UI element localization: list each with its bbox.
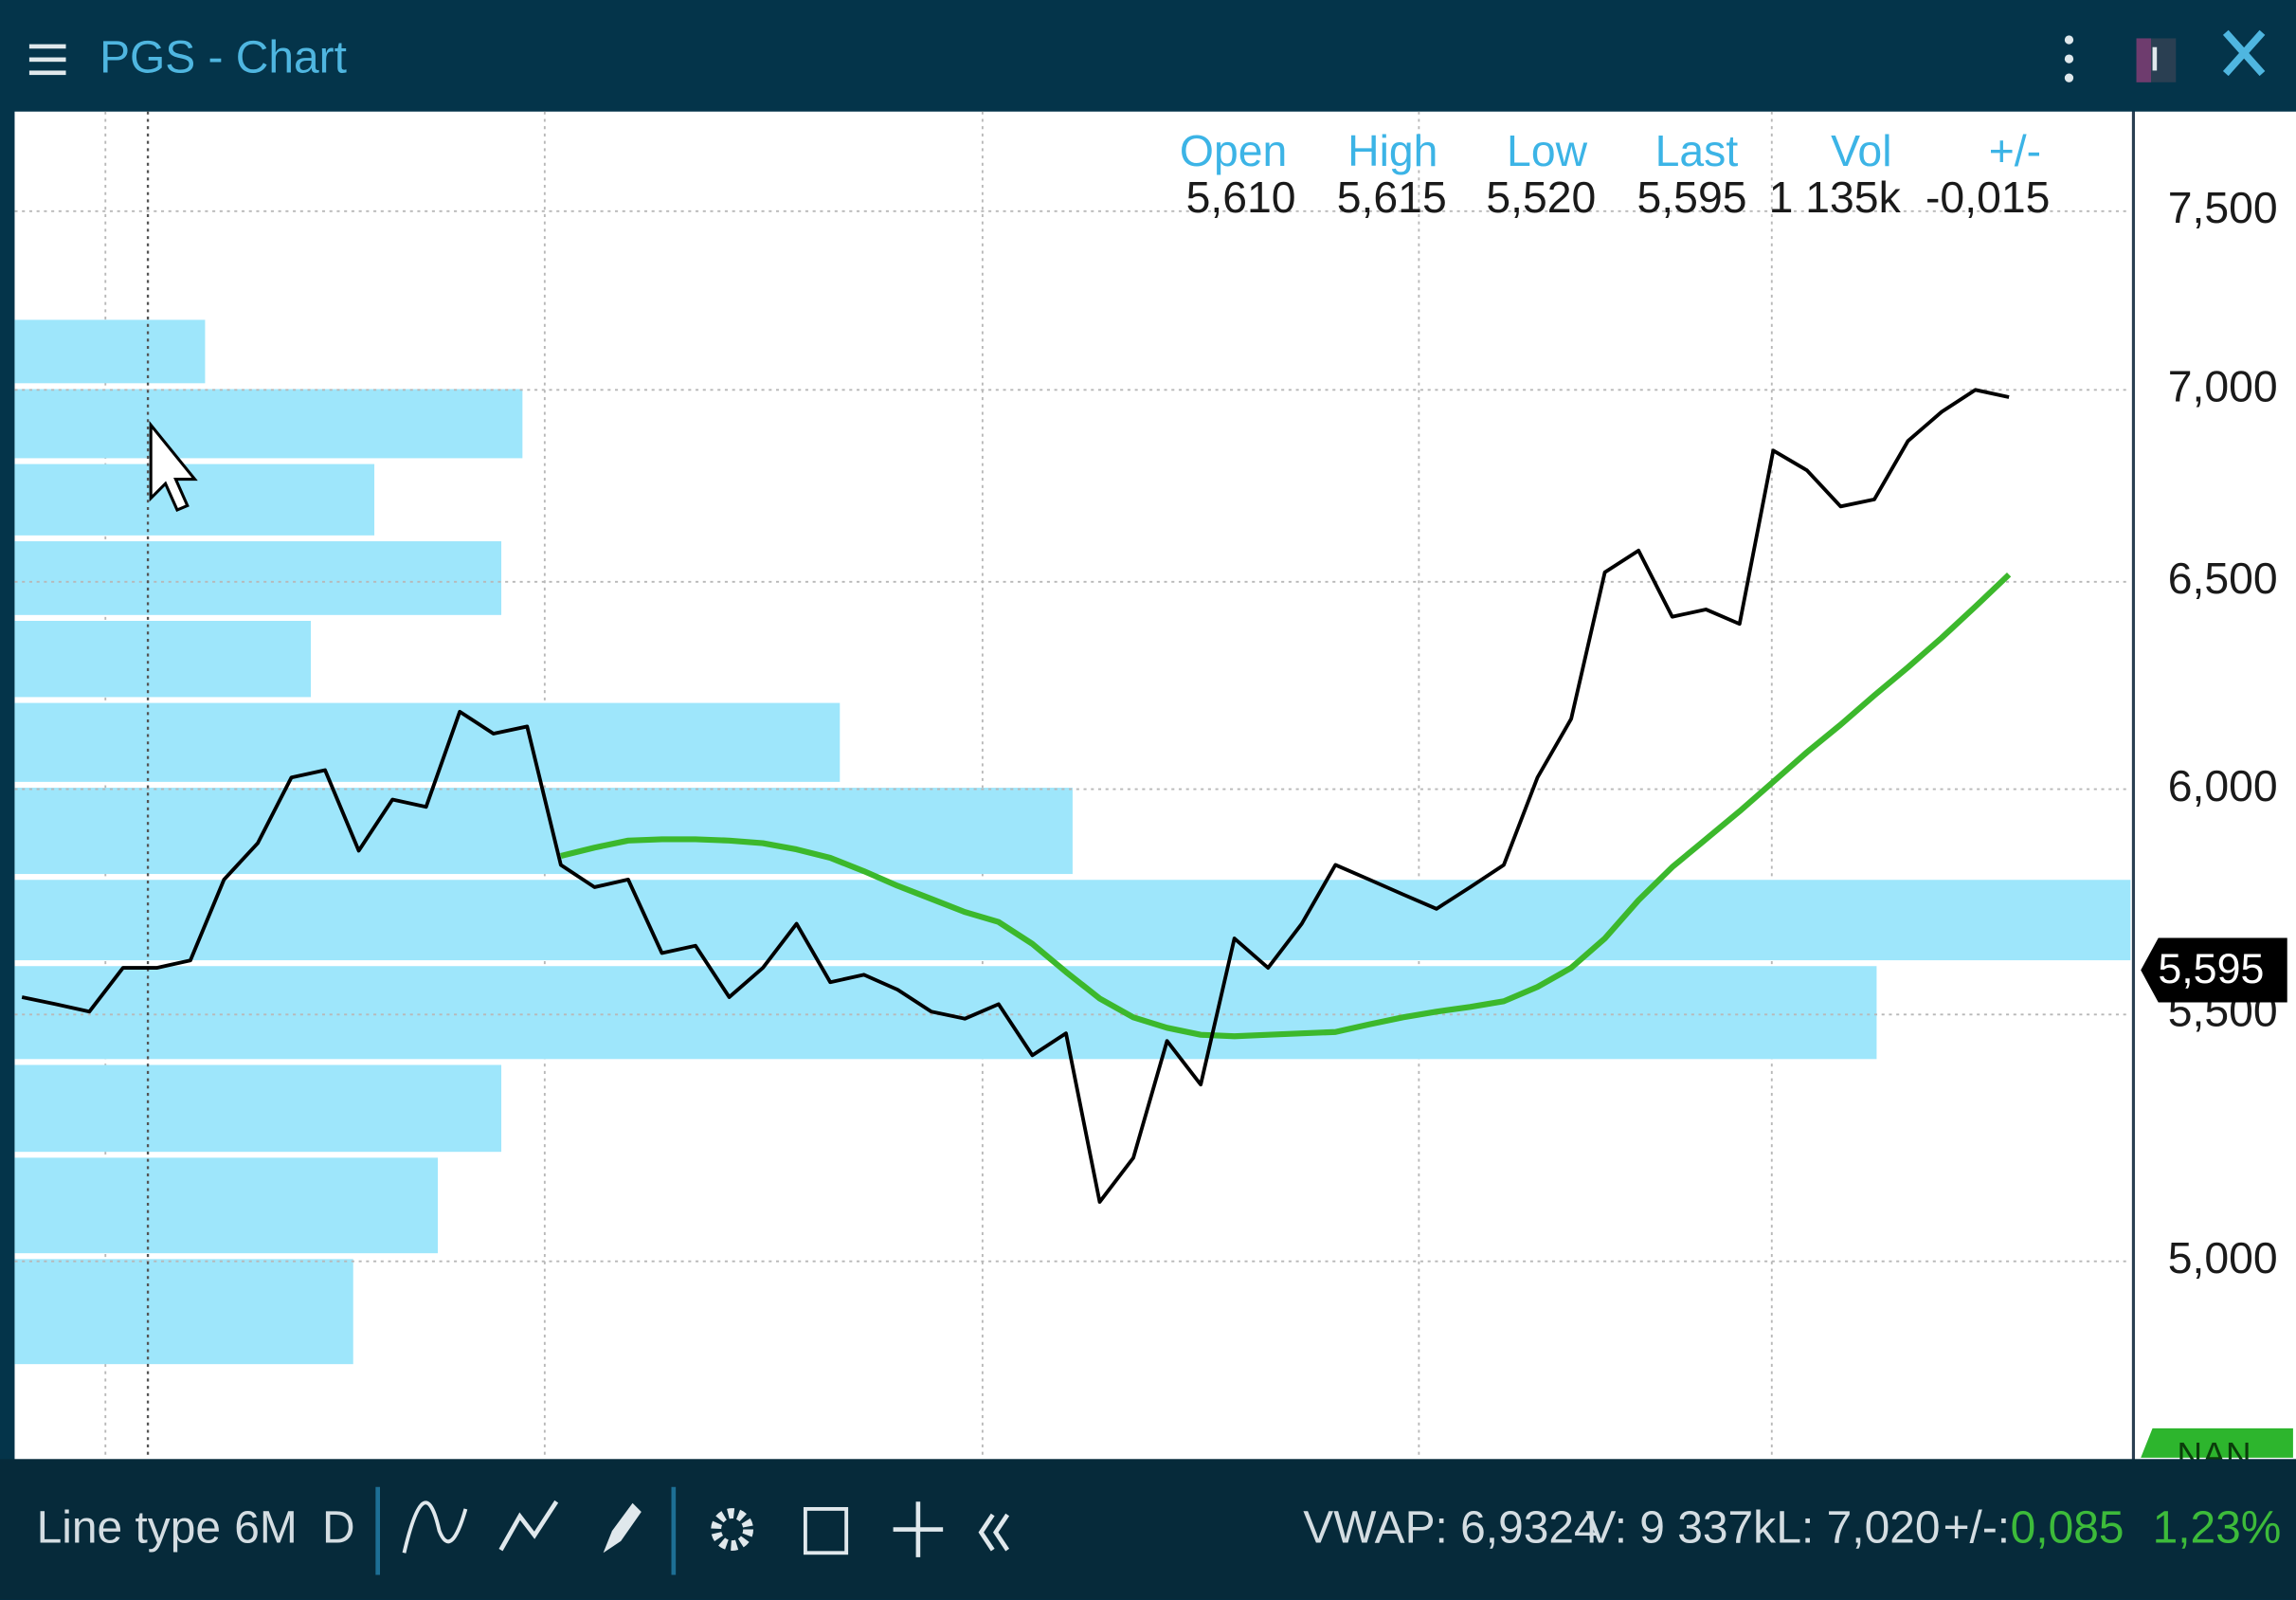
volume-bar xyxy=(14,1259,353,1365)
more-button[interactable] xyxy=(2064,35,2074,82)
volume-bar xyxy=(14,464,375,536)
window-title: PGS - Chart xyxy=(99,32,347,82)
volume-profile xyxy=(14,319,2131,1365)
volume-bar xyxy=(14,319,206,384)
mouse-cursor xyxy=(149,421,198,513)
toolbar-stat: 0,085 xyxy=(2011,1503,2124,1554)
menu-bar xyxy=(28,57,66,63)
quote-value: 5,615 xyxy=(1337,173,1447,222)
close-icon xyxy=(2222,29,2266,77)
quote-value: -0,015 xyxy=(1925,173,2050,222)
volume-bar xyxy=(14,1157,439,1254)
y-tick-label: 6,000 xyxy=(2168,761,2278,810)
y-tick-label: 7,000 xyxy=(2168,362,2278,411)
status-tag xyxy=(2141,1427,2293,1458)
dot xyxy=(2064,54,2074,64)
quote-label: Low xyxy=(1507,126,1588,175)
volume-bar xyxy=(14,966,1877,1060)
quote-label: Open xyxy=(1180,126,1287,175)
menu-bar xyxy=(28,70,66,76)
link-icon-mark xyxy=(2152,46,2158,71)
price-line xyxy=(21,388,2010,1204)
menu-bar xyxy=(28,44,66,49)
y-tick-label: 6,500 xyxy=(2168,554,2278,603)
quote-value: 5,610 xyxy=(1186,173,1296,222)
draw-button[interactable] xyxy=(603,1502,642,1554)
dot xyxy=(2064,73,2074,82)
toolbar-option[interactable]: 6M xyxy=(234,1503,298,1554)
compare-button[interactable] xyxy=(498,1500,559,1552)
toolbar-stat: VWAP: 6,9324 xyxy=(1303,1503,1599,1554)
toolbar-stat: L: 7,020 xyxy=(1776,1503,1940,1554)
link-icon-part xyxy=(2136,38,2152,82)
toolbar-stat: V: 9 337k xyxy=(1586,1503,1778,1554)
quote-value: 5,520 xyxy=(1486,173,1596,222)
last-price-tag xyxy=(2141,937,2287,1003)
volume-bar xyxy=(14,788,1073,875)
volume-bar xyxy=(14,880,2131,961)
toolbar-stat: +/-: xyxy=(1943,1503,2011,1554)
moving-average xyxy=(560,572,2012,1040)
quote-label: Vol xyxy=(1831,126,1891,175)
price-axis xyxy=(2135,111,2296,1460)
toolbar-option[interactable]: Line type xyxy=(37,1503,221,1554)
y-tick-label: 5,000 xyxy=(2168,1233,2278,1282)
quote-value: 5,595 xyxy=(1637,173,1747,222)
quote-value: 1 135k xyxy=(1769,173,1902,222)
dot xyxy=(2064,35,2074,45)
menu-button[interactable] xyxy=(28,44,66,76)
volume-bar xyxy=(14,541,502,615)
close-button[interactable] xyxy=(2222,29,2266,77)
volume-bar xyxy=(14,620,312,698)
link-button[interactable] xyxy=(2136,38,2177,82)
quote-label: Last xyxy=(1655,126,1739,175)
volume-bar xyxy=(14,1064,502,1153)
quote-label: +/- xyxy=(1989,126,2041,175)
last-price-label: 5,595 xyxy=(2158,945,2264,992)
window-button[interactable] xyxy=(803,1506,849,1555)
grid xyxy=(14,209,2131,1263)
series xyxy=(21,388,2012,1204)
toolbar-option[interactable]: D xyxy=(322,1503,355,1554)
quote-label: High xyxy=(1347,126,1437,175)
crosshair-button[interactable] xyxy=(893,1501,944,1557)
collapse-button[interactable] xyxy=(978,1513,1010,1552)
indicator-button[interactable] xyxy=(402,1500,468,1554)
toolbar-stat: 1,23% xyxy=(2153,1503,2282,1554)
toolbar xyxy=(0,1459,2296,1600)
settings-button[interactable] xyxy=(711,1508,754,1551)
volume-bar xyxy=(14,389,523,459)
volume-bar xyxy=(14,702,841,782)
y-tick-label: 7,500 xyxy=(2168,183,2278,232)
